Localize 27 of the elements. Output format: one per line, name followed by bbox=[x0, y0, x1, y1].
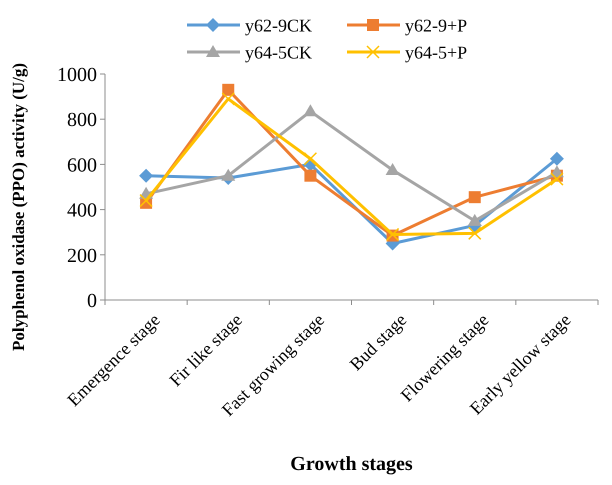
y-tick-label: 600 bbox=[67, 154, 97, 176]
y-tick-label: 1000 bbox=[57, 64, 97, 86]
point bbox=[468, 226, 482, 240]
point bbox=[221, 168, 236, 181]
point bbox=[550, 152, 564, 166]
point bbox=[222, 84, 234, 96]
point bbox=[550, 172, 564, 186]
legend-label: y64-5+P bbox=[405, 42, 468, 62]
y-axis-title: Polyphenol oxidase (PPO) activity (U/g) bbox=[9, 62, 28, 352]
y-tick-label: 800 bbox=[67, 109, 97, 132]
point bbox=[304, 152, 318, 166]
y-tick-label: 400 bbox=[67, 200, 97, 222]
point bbox=[304, 170, 316, 182]
legend-label: y62-9CK bbox=[245, 15, 312, 36]
point bbox=[468, 214, 482, 226]
legend-label: y62-9+P bbox=[405, 15, 468, 36]
x-tick-label: Bud stage bbox=[346, 310, 410, 374]
point bbox=[303, 104, 318, 116]
x-tick-label: Fir like stage bbox=[165, 310, 246, 390]
point bbox=[222, 92, 235, 106]
legend-label: y64-5CK bbox=[245, 42, 312, 62]
y-tick-label: 200 bbox=[67, 244, 97, 267]
y-tick-label: 0 bbox=[87, 290, 97, 312]
x-axis-title: Growth stages bbox=[290, 453, 413, 475]
point bbox=[468, 191, 481, 204]
point bbox=[139, 168, 154, 183]
point bbox=[139, 194, 153, 208]
